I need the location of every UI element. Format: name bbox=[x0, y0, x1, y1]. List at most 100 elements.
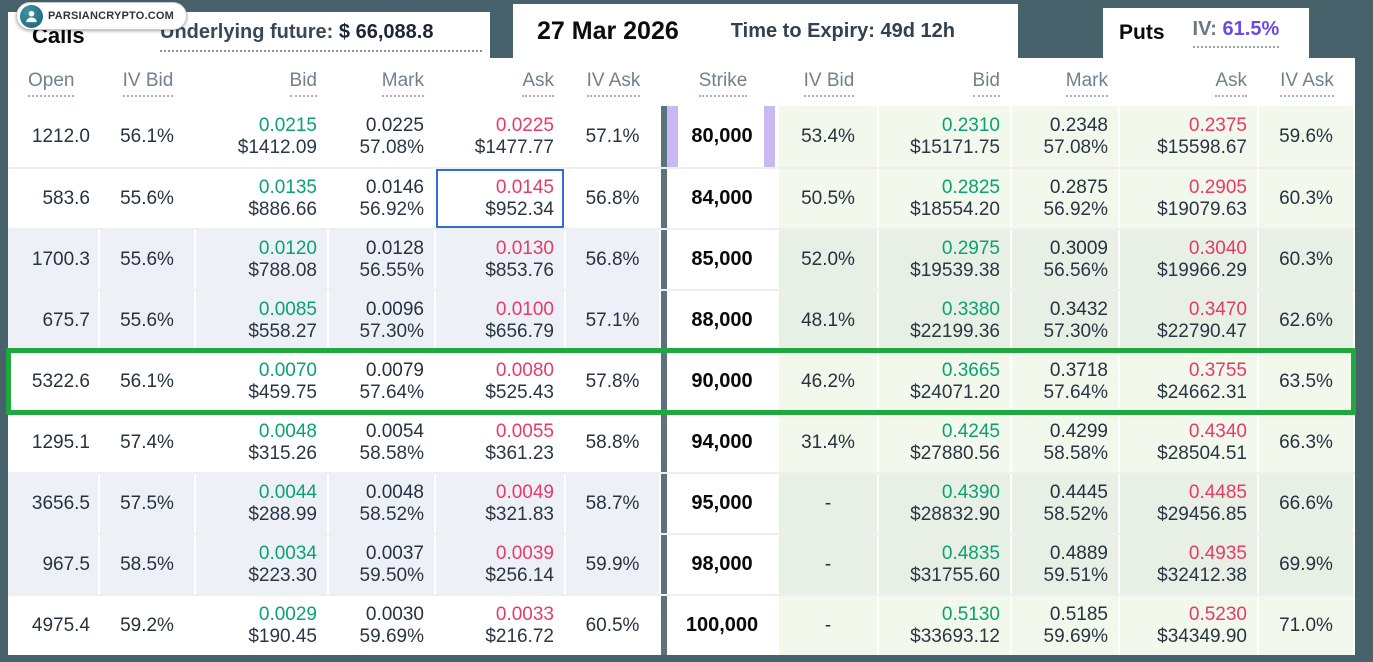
strike-cell[interactable]: 95,000 bbox=[667, 474, 779, 533]
calls-mark-cell[interactable]: 0.0048 58.52% bbox=[329, 474, 436, 533]
calls-open-cell: 3656.5 bbox=[8, 474, 100, 533]
puts-iv-bid-cell: 52.0% bbox=[779, 230, 879, 289]
puts-bid-cell[interactable]: 0.2310 $15171.75 bbox=[879, 106, 1012, 167]
puts-ask-cell[interactable]: 0.4340 $28504.51 bbox=[1120, 413, 1259, 472]
col-header-calls-mark: Mark bbox=[329, 70, 436, 106]
puts-iv-bid-cell: 31.4% bbox=[779, 413, 879, 472]
calls-mark-cell[interactable]: 0.0128 56.55% bbox=[329, 230, 436, 289]
puts-iv-ask-cell: 60.3% bbox=[1259, 169, 1355, 228]
strike-cell[interactable]: 90,000 bbox=[667, 352, 779, 411]
calls-bid-cell[interactable]: 0.0048 $315.26 bbox=[196, 413, 329, 472]
puts-ask-cell[interactable]: 0.2375 $15598.67 bbox=[1120, 106, 1259, 167]
calls-iv-bid-cell: 57.4% bbox=[100, 413, 196, 472]
strike-cell[interactable]: 94,000 bbox=[667, 413, 779, 472]
calls-iv-bid-cell: 59.2% bbox=[100, 596, 196, 655]
col-header-calls-open: Open bbox=[8, 70, 100, 106]
calls-mark-cell[interactable]: 0.0225 57.08% bbox=[329, 106, 436, 167]
calls-bid-cell[interactable]: 0.0085 $558.27 bbox=[196, 291, 329, 350]
table-row: 675.7 55.6% 0.0085 $558.27 0.0096 57.30%… bbox=[8, 289, 1355, 350]
puts-ask-cell[interactable]: 0.3040 $19966.29 bbox=[1120, 230, 1259, 289]
calls-open-cell: 675.7 bbox=[8, 291, 100, 350]
puts-ask-cell[interactable]: 0.5230 $34349.90 bbox=[1120, 596, 1259, 655]
calls-ask-cell[interactable]: 0.0225 $1477.77 bbox=[436, 106, 566, 167]
calls-open-cell: 1700.3 bbox=[8, 230, 100, 289]
strike-cell[interactable]: 80,000 bbox=[667, 106, 779, 167]
calls-puts-divider bbox=[661, 291, 667, 350]
calls-bid-cell[interactable]: 0.0044 $288.99 bbox=[196, 474, 329, 533]
strike-cell[interactable]: 98,000 bbox=[667, 535, 779, 594]
brand-logo[interactable]: PARSIANCRYPTO.COM bbox=[16, 2, 188, 30]
calls-ask-cell[interactable]: 0.0039 $256.14 bbox=[436, 535, 566, 594]
puts-bid-cell[interactable]: 0.4245 $27880.56 bbox=[879, 413, 1012, 472]
iv-value: 61.5% bbox=[1222, 18, 1280, 40]
puts-mark-cell[interactable]: 0.2875 56.92% bbox=[1012, 169, 1120, 228]
calls-bid-cell[interactable]: 0.0034 $223.30 bbox=[196, 535, 329, 594]
calls-mark-cell[interactable]: 0.0037 59.50% bbox=[329, 535, 436, 594]
table-row: 1295.1 57.4% 0.0048 $315.26 0.0054 58.58… bbox=[8, 411, 1355, 472]
col-header-strike: Strike bbox=[667, 70, 779, 106]
table-row: 583.6 55.6% 0.0135 $886.66 0.0146 56.92%… bbox=[8, 167, 1355, 228]
puts-iv-ask-cell: 71.0% bbox=[1259, 596, 1355, 655]
puts-mark-cell[interactable]: 0.3009 56.56% bbox=[1012, 230, 1120, 289]
puts-bid-cell[interactable]: 0.4390 $28832.90 bbox=[879, 474, 1012, 533]
puts-bid-cell[interactable]: 0.4835 $31755.60 bbox=[879, 535, 1012, 594]
calls-mark-cell[interactable]: 0.0096 57.30% bbox=[329, 291, 436, 350]
strike-cell[interactable]: 85,000 bbox=[667, 230, 779, 289]
top-bar: Calls Underlying future: $ 66,088.8 27 M… bbox=[0, 0, 1373, 58]
calls-ask-cell[interactable]: 0.0055 $361.23 bbox=[436, 413, 566, 472]
calls-puts-divider bbox=[661, 413, 667, 472]
calls-iv-ask-cell: 57.1% bbox=[566, 291, 661, 350]
calls-bid-cell[interactable]: 0.0120 $788.08 bbox=[196, 230, 329, 289]
calls-bid-cell[interactable]: 0.0215 $1412.09 bbox=[196, 106, 329, 167]
col-header-calls-iv-bid: IV Bid bbox=[100, 70, 196, 106]
table-row: 1212.0 56.1% 0.0215 $1412.09 0.0225 57.0… bbox=[8, 106, 1355, 167]
puts-ask-cell[interactable]: 0.3470 $22790.47 bbox=[1120, 291, 1259, 350]
strike-cell[interactable]: 88,000 bbox=[667, 291, 779, 350]
puts-mark-cell[interactable]: 0.3718 57.64% bbox=[1012, 352, 1120, 411]
puts-bid-cell[interactable]: 0.2975 $19539.38 bbox=[879, 230, 1012, 289]
puts-ask-cell[interactable]: 0.2905 $19079.63 bbox=[1120, 169, 1259, 228]
puts-mark-cell[interactable]: 0.5185 59.69% bbox=[1012, 596, 1120, 655]
calls-mark-cell[interactable]: 0.0146 56.92% bbox=[329, 169, 436, 228]
puts-bid-cell[interactable]: 0.3665 $24071.20 bbox=[879, 352, 1012, 411]
calls-ask-cell[interactable]: 0.0100 $656.79 bbox=[436, 291, 566, 350]
puts-mark-cell[interactable]: 0.3432 57.30% bbox=[1012, 291, 1120, 350]
calls-bid-cell[interactable]: 0.0135 $886.66 bbox=[196, 169, 329, 228]
calls-ask-cell[interactable]: 0.0145 $952.34 bbox=[436, 169, 566, 228]
calls-mark-cell[interactable]: 0.0079 57.64% bbox=[329, 352, 436, 411]
calls-iv-bid-cell: 58.5% bbox=[100, 535, 196, 594]
puts-bid-cell[interactable]: 0.2825 $18554.20 bbox=[879, 169, 1012, 228]
expiry-header-panel: 27 Mar 2026 Time to Expiry: 49d 12h bbox=[513, 4, 1018, 58]
iv-label: IV: bbox=[1192, 18, 1217, 40]
puts-bid-cell[interactable]: 0.5130 $33693.12 bbox=[879, 596, 1012, 655]
calls-ask-cell[interactable]: 0.0049 $321.83 bbox=[436, 474, 566, 533]
calls-ask-cell[interactable]: 0.0130 $853.76 bbox=[436, 230, 566, 289]
puts-mark-cell[interactable]: 0.4445 58.52% bbox=[1012, 474, 1120, 533]
col-header-puts-ask: Ask bbox=[1120, 70, 1259, 106]
calls-iv-bid-cell: 55.6% bbox=[100, 291, 196, 350]
col-header-puts-iv-ask: IV Ask bbox=[1259, 70, 1355, 106]
puts-mark-cell[interactable]: 0.4889 59.51% bbox=[1012, 535, 1120, 594]
underlying-future: Underlying future: $ 66,088.8 bbox=[160, 21, 482, 52]
col-header-puts-mark: Mark bbox=[1012, 70, 1120, 106]
calls-ask-cell[interactable]: 0.0033 $216.72 bbox=[436, 596, 566, 655]
calls-mark-cell[interactable]: 0.0054 58.58% bbox=[329, 413, 436, 472]
strike-cell[interactable]: 100,000 bbox=[667, 596, 779, 655]
calls-bid-cell[interactable]: 0.0070 $459.75 bbox=[196, 352, 329, 411]
calls-puts-divider bbox=[661, 169, 667, 228]
puts-mark-cell[interactable]: 0.2348 57.08% bbox=[1012, 106, 1120, 167]
table-row: 3656.5 57.5% 0.0044 $288.99 0.0048 58.52… bbox=[8, 472, 1355, 533]
calls-mark-cell[interactable]: 0.0030 59.69% bbox=[329, 596, 436, 655]
puts-ask-cell[interactable]: 0.3755 $24662.31 bbox=[1120, 352, 1259, 411]
puts-bid-cell[interactable]: 0.3380 $22199.36 bbox=[879, 291, 1012, 350]
strike-cell[interactable]: 84,000 bbox=[667, 169, 779, 228]
calls-puts-divider bbox=[661, 106, 667, 167]
puts-iv-ask-cell: 63.5% bbox=[1259, 352, 1355, 411]
puts-ask-cell[interactable]: 0.4935 $32412.38 bbox=[1120, 535, 1259, 594]
calls-ask-cell[interactable]: 0.0080 $525.43 bbox=[436, 352, 566, 411]
puts-mark-cell[interactable]: 0.4299 58.58% bbox=[1012, 413, 1120, 472]
calls-iv-ask-cell: 57.8% bbox=[566, 352, 661, 411]
puts-ask-cell[interactable]: 0.4485 $29456.85 bbox=[1120, 474, 1259, 533]
table-row: 5322.6 56.1% 0.0070 $459.75 0.0079 57.64… bbox=[6, 348, 1356, 415]
calls-bid-cell[interactable]: 0.0029 $190.45 bbox=[196, 596, 329, 655]
